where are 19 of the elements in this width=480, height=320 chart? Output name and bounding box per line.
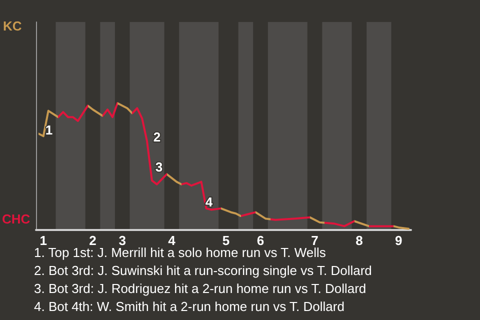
x-tick-label: 6 bbox=[256, 233, 264, 248]
x-tick-label: 9 bbox=[395, 233, 402, 248]
x-tick-label: 5 bbox=[222, 233, 230, 248]
x-tick-label: 3 bbox=[118, 233, 126, 248]
annotation: 3 bbox=[155, 160, 163, 174]
text: 1. Top 1st: J. Merrill hit a solo home run vs T. Wells bbox=[34, 245, 326, 260]
annotation: 2 bbox=[153, 130, 161, 144]
text: CHC bbox=[2, 212, 31, 226]
annotation: 1 bbox=[45, 122, 53, 138]
x-tick-label: 4 bbox=[168, 233, 176, 248]
text: KC bbox=[3, 18, 22, 34]
text: 4. Bot 4th: W. Smith hit a 2-run home run vs T. Dollard bbox=[34, 299, 344, 314]
x-tick-label: 7 bbox=[311, 233, 318, 248]
x-tick-label: 2 bbox=[89, 233, 96, 248]
x-tick-label: 1 bbox=[40, 233, 48, 248]
x-tick-label: 8 bbox=[356, 233, 363, 248]
annotation: 4 bbox=[205, 194, 214, 210]
text: 2. Bot 3rd: J. Suwinski hit a run-scoring single vs T. Dollard bbox=[34, 263, 372, 278]
text: 3. Bot 3rd: J. Rodriguez hit a 2-run home run vs T. Dollard bbox=[34, 281, 366, 296]
